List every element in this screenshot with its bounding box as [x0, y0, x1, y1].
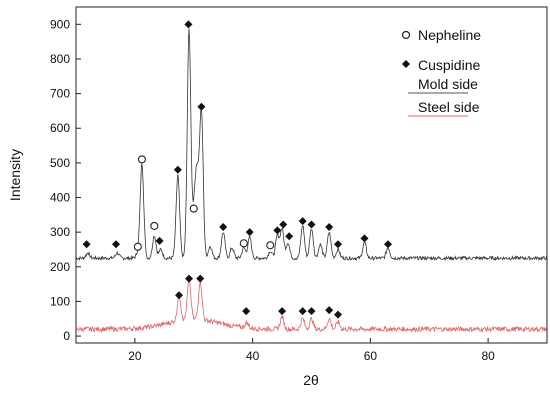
legend-cuspidine-label: Cuspidine [418, 57, 480, 73]
y-tick-label: 100 [50, 294, 70, 308]
nepheline-marker [239, 239, 248, 248]
y-tick-label: 200 [50, 260, 70, 274]
y-tick-label: 300 [50, 225, 70, 239]
y-tick-label: 600 [50, 121, 70, 135]
x-tick-label: 20 [128, 349, 142, 363]
cuspidine-marker [242, 307, 251, 316]
cuspidine-marker [197, 102, 206, 111]
y-axis-title: Intensity [7, 149, 23, 201]
cuspidine-marker [298, 307, 307, 316]
y-tick-label: 800 [50, 52, 70, 66]
cuspidine-marker [325, 222, 334, 231]
y-tick-label: 400 [50, 191, 70, 205]
cuspidine-marker [333, 240, 342, 249]
legend-nepheline-label: Nepheline [418, 27, 481, 43]
cuspidine-marker [325, 306, 334, 315]
cuspidine-marker [185, 274, 194, 283]
legend-mold-label: Mold side [418, 76, 478, 92]
nepheline-marker [137, 155, 146, 164]
cuspidine-marker [184, 20, 193, 29]
legend: Nepheline Cuspidine Mold side Steel side [401, 27, 481, 117]
nepheline-marker [266, 241, 275, 250]
cuspidine-marker [273, 226, 282, 235]
legend-steel-label: Steel side [418, 99, 480, 115]
series-line-steel-side [75, 276, 548, 333]
nepheline-marker [189, 204, 198, 213]
series-line-mold-side [75, 28, 548, 262]
markers-layer [82, 20, 393, 319]
cuspidine-marker [245, 228, 254, 237]
cuspidine-marker [384, 240, 393, 249]
x-tick-label: 40 [246, 349, 260, 363]
cuspidine-marker [333, 310, 342, 319]
cuspidine-marker [196, 274, 205, 283]
legend-cuspidine-marker [402, 60, 410, 68]
x-axis-title: 2θ [303, 372, 319, 388]
x-tick-label: 80 [481, 349, 495, 363]
cuspidine-marker [175, 291, 184, 300]
cuspidine-marker [285, 232, 294, 241]
x-tick-label: 60 [364, 349, 378, 363]
y-tick-label: 700 [50, 87, 70, 101]
cuspidine-marker [155, 236, 164, 245]
nepheline-marker [150, 221, 159, 230]
cuspidine-marker [219, 222, 228, 231]
series-layer [75, 28, 548, 333]
cuspidine-marker [82, 240, 91, 249]
nepheline-marker [133, 242, 142, 251]
cuspidine-marker [279, 220, 288, 229]
plot-frame [75, 6, 548, 344]
cuspidine-marker [173, 165, 182, 174]
cuspidine-marker [298, 217, 307, 226]
cuspidine-marker [307, 307, 316, 316]
y-tick-label: 0 [63, 329, 70, 343]
y-tick-label: 500 [50, 156, 70, 170]
cuspidine-marker [278, 307, 287, 316]
cuspidine-marker [112, 240, 121, 249]
y-tick-label: 900 [50, 17, 70, 31]
cuspidine-marker [307, 220, 316, 229]
cuspidine-marker [360, 234, 369, 243]
legend-nepheline-marker [401, 30, 411, 40]
